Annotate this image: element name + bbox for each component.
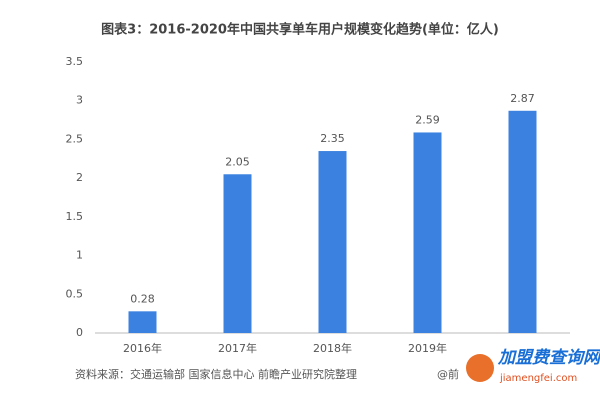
x-tick-label: 2017年 [218,341,257,355]
y-tick-label: 3 [76,94,83,107]
bar [318,151,347,333]
logo-title: 加盟费查询网 [497,348,600,368]
bar [508,110,537,333]
logo-icon [466,354,494,382]
bar [223,174,252,333]
y-tick-label: 0.5 [66,287,84,300]
source-note: 资料来源：交通运输部 国家信息中心 前瞻产业研究院整理 [75,367,357,381]
credit: @前 [437,367,459,381]
x-tick-label: 2016年 [123,341,162,355]
value-label: 2.59 [415,113,440,126]
value-label: 2.05 [225,155,250,168]
watermark-logo: 加盟费查询网 jiamengfei.com [466,348,600,384]
value-label: 2.35 [320,132,345,145]
x-tick-label: 2018年 [313,341,352,355]
bar [413,132,442,333]
x-tick-label: 2019年 [408,341,447,355]
y-tick-label: 2 [76,171,83,184]
value-label: 2.87 [510,92,535,105]
logo-url: jiamengfei.com [499,373,577,384]
y-tick-label: 3.5 [66,55,84,68]
y-tick-label: 1.5 [66,210,84,223]
value-label: 0.28 [130,292,155,305]
chart-title: 图表3：2016-2020年中国共享单车用户规模变化趋势(单位：亿人) [101,22,499,38]
y-tick-label: 1 [76,249,83,262]
y-tick-label: 0 [76,326,83,339]
y-tick-label: 2.5 [66,132,84,145]
bar [128,311,157,333]
